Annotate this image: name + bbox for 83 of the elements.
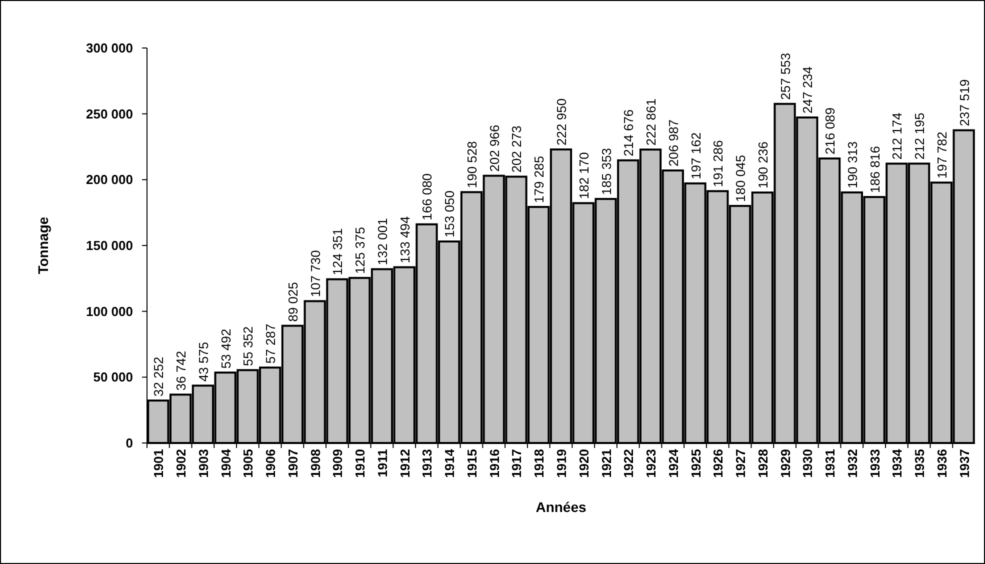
data-label: 132 001	[374, 218, 390, 266]
x-tick-label: 1929	[778, 449, 793, 478]
data-label: 202 966	[486, 124, 502, 172]
x-tick-label: 1911	[374, 449, 390, 478]
data-label: 107 730	[308, 250, 323, 298]
x-tick-label: 1925	[688, 449, 704, 478]
y-axis-title: Tonnage	[35, 216, 51, 274]
y-tick-label: 250 000	[86, 106, 133, 122]
x-tick-label: 1905	[240, 449, 256, 478]
data-label: 257 553	[778, 52, 793, 100]
x-tick-label: 1909	[330, 449, 346, 478]
x-tick-label: 1918	[532, 449, 547, 478]
data-label: 190 528	[464, 141, 480, 188]
data-label: 179 285	[532, 156, 547, 203]
x-tick-label: 1913	[420, 449, 435, 478]
data-label: 216 089	[822, 107, 838, 154]
data-label: 182 170	[576, 152, 592, 200]
data-label: 133 494	[397, 216, 412, 264]
data-label: 247 234	[800, 66, 816, 114]
x-tick-label: 1921	[598, 449, 614, 478]
x-tick-label: 1937	[956, 449, 972, 478]
data-label: 214 676	[621, 109, 636, 156]
data-label: 202 273	[509, 126, 524, 173]
y-tick-label: 300 000	[86, 40, 133, 56]
x-tick-label: 1901	[151, 449, 166, 478]
data-label: 180 045	[733, 154, 748, 202]
y-tick-label: 100 000	[86, 304, 133, 319]
x-tick-label: 1932	[844, 449, 860, 478]
x-tick-label: 1936	[934, 449, 950, 478]
data-label: 43 575	[196, 342, 211, 382]
data-label: 222 861	[644, 98, 659, 146]
x-tick-label: 1920	[576, 449, 592, 478]
data-label: 206 987	[666, 119, 681, 166]
data-label: 190 313	[844, 141, 860, 188]
data-label: 124 351	[330, 228, 346, 276]
x-tick-label: 1910	[352, 449, 368, 478]
x-tick-label: 1928	[755, 449, 770, 478]
data-label: 197 782	[934, 132, 950, 179]
x-tick-label: 1927	[733, 449, 748, 478]
x-tick-label: 1915	[464, 449, 480, 478]
data-label: 57 287	[263, 324, 278, 364]
x-tick-label: 1904	[218, 448, 234, 478]
x-tick-label: 1924	[666, 448, 681, 478]
data-label: 237 519	[956, 79, 972, 126]
x-tick-label: 1933	[867, 449, 882, 478]
data-label: 222 950	[554, 98, 569, 146]
data-label: 32 252	[151, 356, 166, 397]
data-label: 153 050	[442, 190, 458, 238]
y-tick-label: 0	[126, 436, 133, 451]
data-label: 191 286	[710, 140, 726, 188]
data-label: 185 353	[598, 148, 614, 195]
x-axis-title: Années	[536, 499, 586, 515]
x-tick-label: 1931	[822, 449, 838, 478]
x-tick-label: 1912	[397, 449, 412, 478]
data-label: 166 080	[420, 173, 435, 220]
x-tick-label: 1908	[308, 449, 323, 478]
data-label: 190 236	[755, 142, 770, 189]
data-label: 212 174	[890, 112, 905, 160]
y-tick-label: 50 000	[93, 370, 133, 385]
data-label: 125 375	[352, 226, 368, 274]
y-tick-label: 200 000	[86, 172, 133, 188]
data-label: 212 195	[912, 112, 928, 160]
x-tick-label: 1930	[800, 449, 816, 478]
x-tick-label: 1914	[442, 448, 458, 478]
x-tick-label: 1916	[486, 449, 502, 478]
data-label: 197 162	[688, 132, 704, 180]
y-tick-label: 150 000	[86, 238, 133, 254]
x-tick-label: 1917	[509, 449, 524, 478]
data-label: 55 352	[240, 326, 256, 366]
x-tick-label: 1906	[263, 449, 278, 478]
data-label: 89 025	[285, 282, 300, 322]
x-tick-label: 1923	[644, 449, 659, 478]
x-tick-label: 1926	[710, 449, 726, 478]
data-label: 36 742	[174, 350, 189, 391]
data-label: 186 816	[867, 146, 882, 194]
x-tick-label: 1907	[285, 449, 300, 478]
x-tick-label: 1919	[554, 449, 569, 478]
x-tick-label: 1935	[912, 449, 928, 478]
x-tick-label: 1934	[890, 448, 905, 478]
data-label: 53 492	[218, 328, 234, 369]
x-tick-label: 1903	[196, 449, 211, 478]
x-tick-label: 1902	[174, 449, 189, 478]
x-tick-label: 1922	[621, 449, 636, 478]
